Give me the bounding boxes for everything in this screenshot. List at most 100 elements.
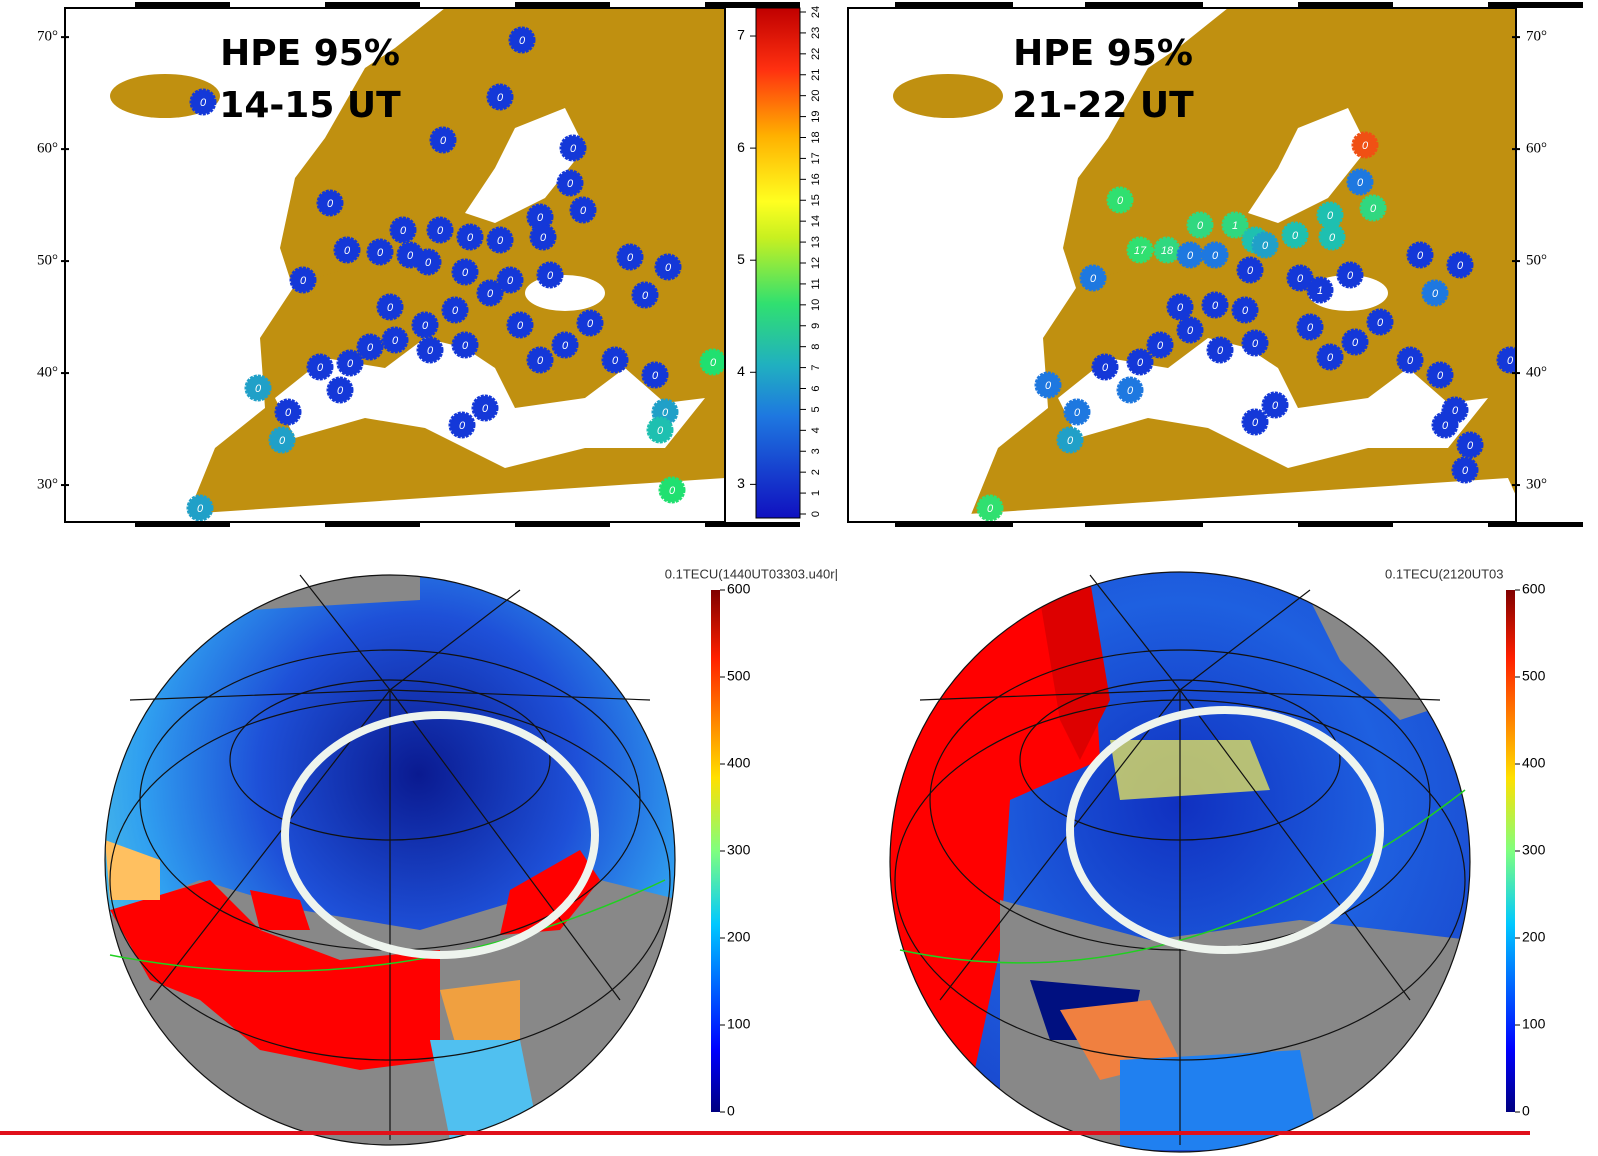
station-label: 0 (1187, 250, 1194, 262)
station-label: 0 (344, 245, 351, 257)
station-label: 0 (377, 247, 384, 259)
tec-tick-label: 0 (727, 1103, 735, 1119)
hour-tick-label: 5 (810, 406, 822, 412)
tec-globe (880, 572, 1470, 1152)
station-label: 0 (1127, 385, 1134, 397)
hour-tick-label: 12 (810, 257, 822, 269)
map-title: HPE 95% (1013, 33, 1193, 74)
station-label: 0 (427, 345, 434, 357)
station-label: 0 (507, 275, 514, 287)
station-label: 0 (1467, 440, 1474, 452)
station-label: 0 (1137, 357, 1144, 369)
scale-bar (325, 2, 420, 8)
colorbar-fill (756, 8, 800, 518)
station-label: 0 (587, 318, 594, 330)
figure-canvas: 0 0 0 0 0 0 0 0 0 0 0 0 0 0 0 0 0 0 0 0 0 0 0 0 0 0 0 0 0 0 0 0 0 0 0 0 0 0 0 0… (0, 0, 1598, 1156)
station-label: 0 (1090, 273, 1097, 285)
station-label: 0 (440, 135, 447, 147)
station-label: 0 (1307, 322, 1314, 334)
lat-tick-label: 70° (1526, 29, 1547, 45)
station-label: 0 (1352, 337, 1359, 349)
tec-tick-label: 500 (727, 668, 751, 684)
station-label: 0 (327, 198, 334, 210)
station-label: 0 (400, 225, 407, 237)
map-subtitle: 21-22 UT (1012, 85, 1194, 126)
station-label: 0 (367, 342, 374, 354)
station-label: 0 (537, 212, 544, 224)
station-label: 0 (462, 340, 469, 352)
scale-bar (705, 522, 800, 527)
sea (525, 275, 605, 311)
map-area: 0000000000000000000000000000000000000000… (65, 8, 745, 522)
station-label: 0 (570, 143, 577, 155)
station-label: 0 (1102, 362, 1109, 374)
station-label: 0 (1242, 305, 1249, 317)
station-label: 0 (1507, 355, 1514, 367)
figure: 0 0 0 0 0 0 0 0 0 0 0 0 0 0 0 0 0 0 0 0 0 0 0 0 0 0 0 0 0 0 0 0 0 0 0 0 0 0 0 0… (0, 0, 1598, 1156)
station-label: 0 (1187, 325, 1194, 337)
tec-tick-label: 100 (1522, 1016, 1546, 1032)
lat-tick-label: 40° (1526, 365, 1547, 381)
station-label: 0 (459, 420, 466, 432)
station-label: 0 (1297, 273, 1304, 285)
station-label: 0 (1432, 288, 1439, 300)
station-label: 0 (1262, 240, 1269, 252)
hour-tick-label: 1 (810, 490, 822, 496)
lat-tick-label: 40° (37, 365, 58, 381)
hour-tick-label: 13 (810, 236, 822, 248)
hour-tick-label: 8 (810, 344, 822, 350)
colorbar-fill (711, 590, 720, 1112)
station-label: 0 (1327, 352, 1334, 364)
station-label: 0 (407, 250, 414, 262)
hour-tick-label: 24 (810, 6, 822, 18)
map-panel: 0000171801300000000010000000000000000000… (848, 2, 1598, 527)
hour-tick-label: 11 (810, 278, 822, 289)
station-label: 0 (317, 362, 324, 374)
hour-tick-label: 19 (810, 110, 822, 122)
station-label: 1 (1232, 220, 1238, 232)
lat-tick-label: 30° (1526, 476, 1547, 492)
scale-bar (1298, 522, 1393, 527)
station-label: 0 (1217, 345, 1224, 357)
station-label: 0 (467, 232, 474, 244)
station-label: 0 (1407, 355, 1414, 367)
hpe-tick-label: 7 (737, 27, 745, 43)
station-label: 1 (1317, 285, 1323, 297)
hour-tick-label: 20 (810, 90, 822, 102)
station-label: 0 (487, 288, 494, 300)
tec-tick-label: 400 (1522, 755, 1546, 771)
tec-tick-label: 600 (1522, 581, 1546, 597)
station-label: 0 (392, 335, 399, 347)
station-label: 0 (1157, 340, 1164, 352)
station-label: 0 (197, 503, 204, 515)
lat-tick-label: 50° (1526, 253, 1547, 269)
station-label: 0 (1370, 203, 1377, 215)
lat-tick-label: 50° (37, 253, 58, 269)
hour-tick-label: 2 (810, 469, 822, 475)
tec-tick-label: 0 (1522, 1103, 1530, 1119)
station-label: 0 (669, 485, 676, 497)
scale-bar (1488, 2, 1583, 8)
station-label: 0 (1347, 270, 1354, 282)
hpe-tick-label: 3 (737, 475, 745, 491)
station-label: 0 (627, 252, 634, 264)
station-label: 0 (1212, 250, 1219, 262)
hour-tick-label: 17 (810, 152, 822, 164)
lat-tick-label: 60° (37, 141, 58, 157)
station-label: 0 (547, 270, 554, 282)
station-label: 0 (462, 267, 469, 279)
scale-bar (918, 2, 1013, 8)
hour-tick-label: 4 (810, 427, 822, 433)
station-label: 0 (1067, 435, 1074, 447)
tec-tick-label: 200 (727, 929, 751, 945)
tec-tick-label: 500 (1522, 668, 1546, 684)
lat-tick-label: 60° (1526, 141, 1547, 157)
station-label: 0 (497, 235, 504, 247)
station-label: 0 (1272, 400, 1279, 412)
scale-bar (1488, 522, 1583, 527)
station-label: 0 (567, 178, 574, 190)
station-label: 0 (1327, 210, 1334, 222)
station-label: 0 (987, 503, 994, 515)
scale-bar (705, 2, 800, 8)
station-label: 0 (337, 385, 344, 397)
